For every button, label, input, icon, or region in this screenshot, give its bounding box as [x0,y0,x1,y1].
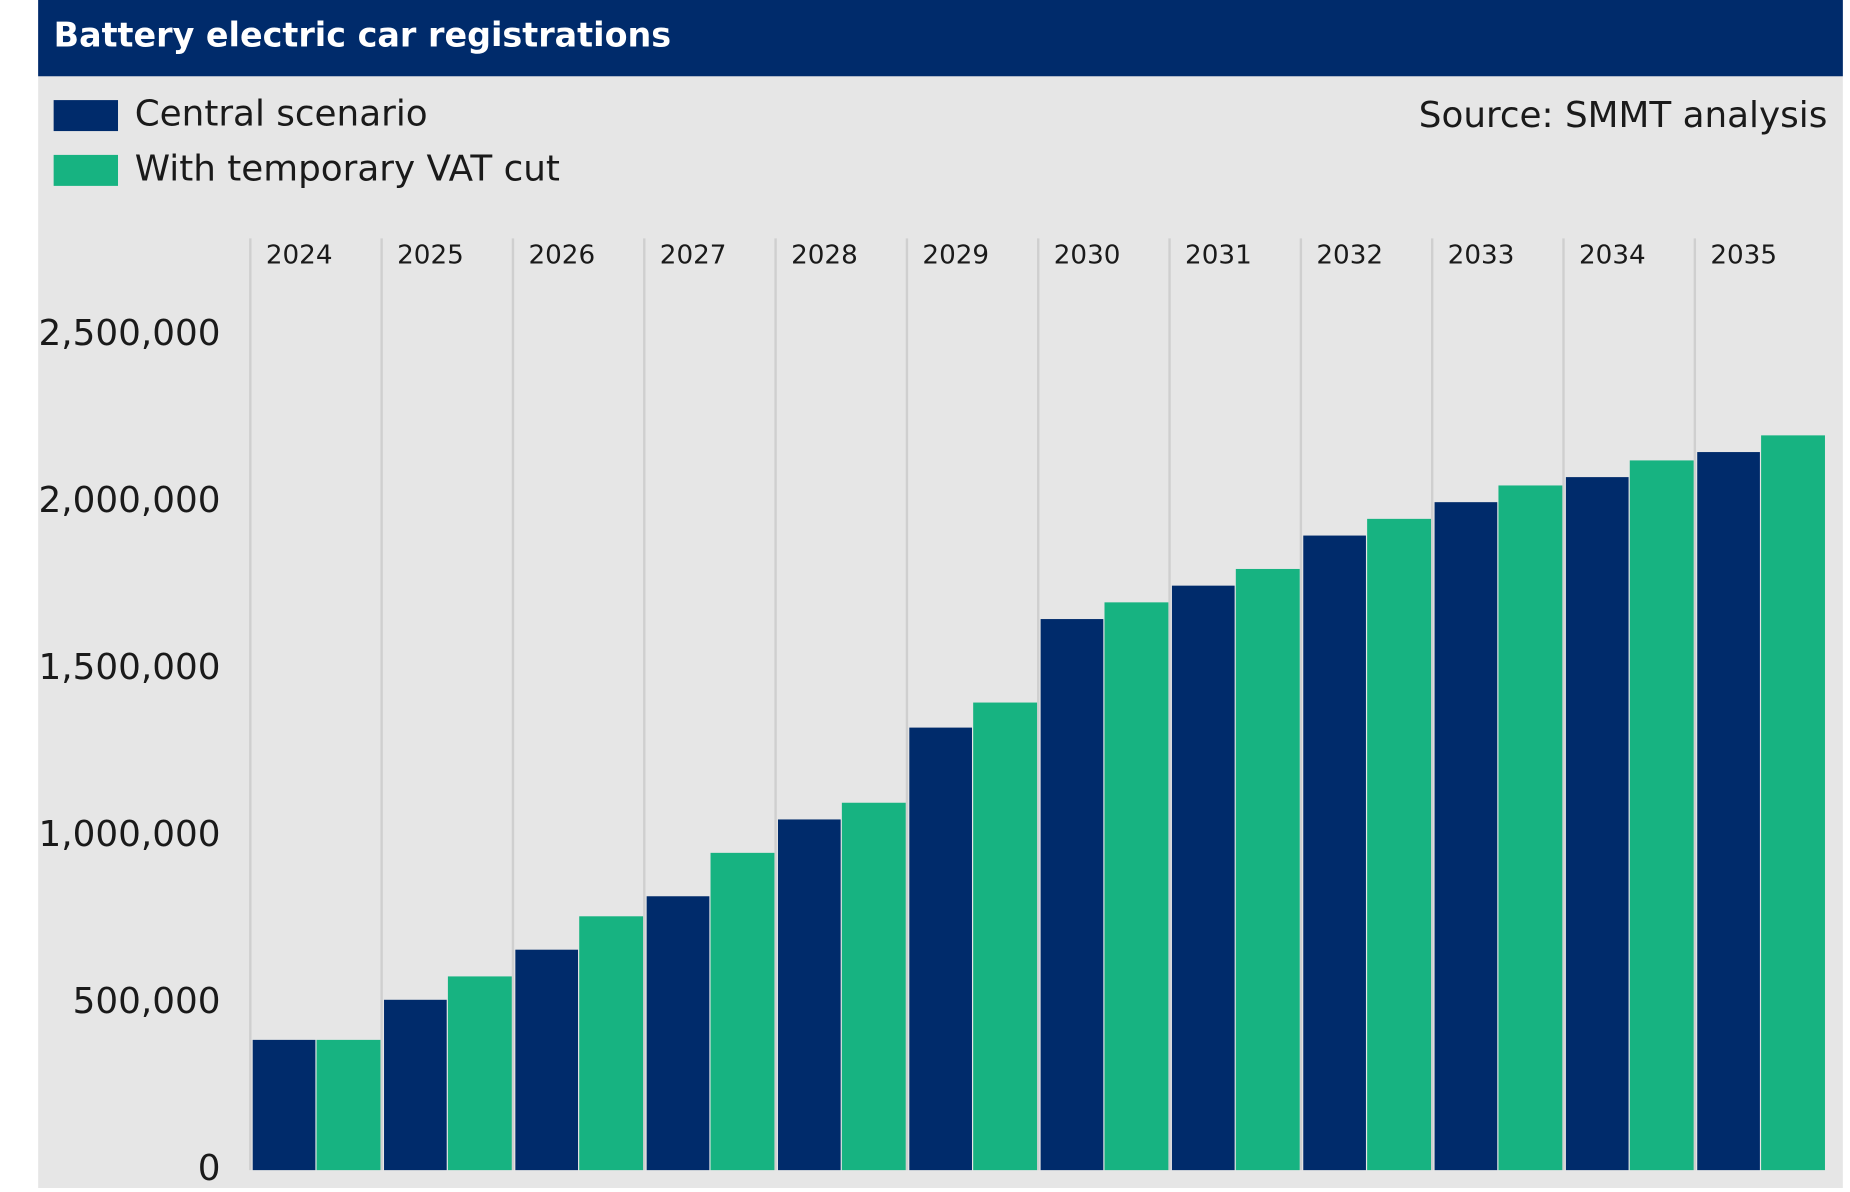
x-tick-label: 2026 [528,241,595,271]
bar [646,896,710,1171]
bar [1498,485,1563,1171]
bar [1629,460,1694,1171]
bar [579,916,644,1171]
bar [777,819,841,1171]
chart-title: Battery electric car registrations [54,15,671,54]
legend-swatch [53,100,119,132]
x-tick-label: 2027 [660,241,727,271]
bar [973,702,1038,1171]
y-tick-label: 2,000,000 [39,480,221,521]
x-tick-label: 2030 [1054,241,1121,271]
bar [1040,619,1104,1171]
bar [1761,435,1825,1171]
source: Source: SMMT analysis [1419,95,1828,136]
x-tick-label: 2025 [397,241,464,271]
x-tick-label: 2024 [266,241,333,271]
x-tick-label: 2035 [1710,241,1777,271]
bar [384,999,447,1171]
y-tick-label: 1,000,000 [39,814,221,855]
legend-label: With temporary VAT cut [135,148,560,189]
bar [841,802,906,1171]
legend-label: Central scenario [135,94,428,135]
bar [1565,477,1629,1171]
x-tick-label: 2029 [922,241,989,271]
bar [1235,568,1300,1171]
bar [1171,585,1235,1171]
x-tick-label: 2028 [791,241,858,271]
legend-swatch [53,154,119,186]
bar [1104,602,1169,1171]
bar [447,976,512,1171]
bar [909,727,972,1171]
x-tick-label: 2031 [1185,241,1252,271]
bar [1367,518,1432,1171]
bar [1697,452,1760,1171]
bar [316,1039,381,1171]
header [38,0,1843,77]
y-tick-label: 1,500,000 [39,647,221,688]
x-tick-label: 2034 [1579,241,1646,271]
bar [515,949,579,1171]
y-tick-label: 0 [198,1148,221,1188]
bar [1434,502,1498,1171]
bar [710,852,775,1171]
bar [1303,535,1366,1171]
x-tick-label: 2033 [1448,241,1515,271]
y-tick-label: 2,500,000 [39,313,221,354]
bar [252,1039,316,1171]
y-tick-label: 500,000 [73,981,221,1022]
x-tick-label: 2032 [1316,241,1383,271]
